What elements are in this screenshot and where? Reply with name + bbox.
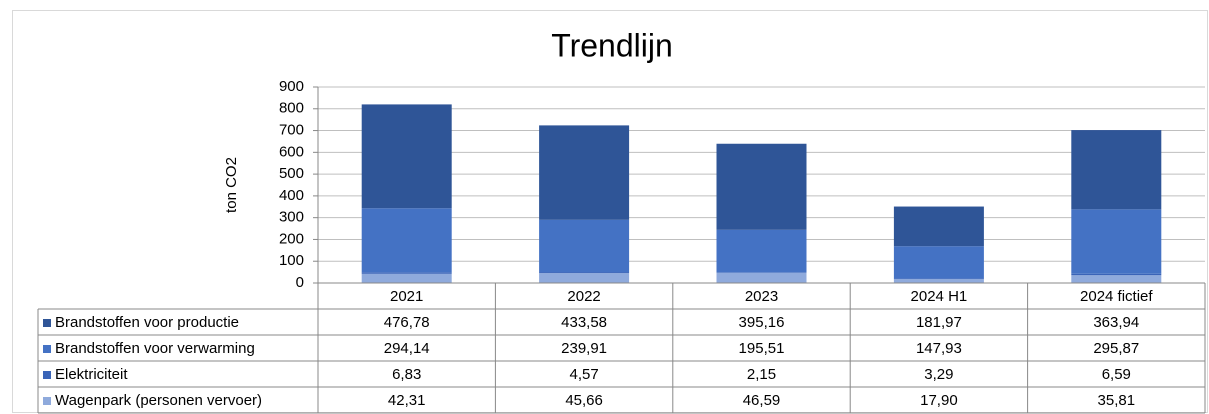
table-value: 294,14	[384, 340, 430, 357]
table-value: 147,93	[916, 340, 962, 357]
y-tick-label: 300	[279, 209, 304, 226]
y-tick-label: 900	[279, 78, 304, 95]
bar-segment	[539, 125, 630, 220]
legend-label: Brandstoffen voor productie	[55, 314, 239, 331]
legend-label: Brandstoffen voor verwarming	[55, 340, 255, 357]
bar-segment	[893, 278, 984, 280]
table-value: 295,87	[1093, 340, 1139, 357]
bar-segment	[716, 272, 807, 283]
table-value: 239,91	[561, 340, 607, 357]
y-tick-label: 0	[296, 274, 304, 291]
x-tick-label: 2022	[567, 288, 600, 305]
y-tick-label: 400	[279, 187, 304, 204]
bar-segment	[539, 272, 630, 274]
bar-segment	[361, 273, 452, 283]
x-tick-label: 2024 H1	[911, 288, 968, 305]
bar-segment	[1071, 273, 1162, 276]
table-value: 3,29	[924, 366, 953, 383]
y-tick-label: 600	[279, 143, 304, 160]
bar-segment	[539, 273, 630, 283]
legend-label: Wagenpark (personen vervoer)	[55, 392, 262, 409]
x-tick-label: 2021	[390, 288, 423, 305]
table-value: 395,16	[739, 314, 785, 331]
y-axis-label: ton CO2	[223, 157, 240, 213]
table-value: 6,83	[392, 366, 421, 383]
table-value: 46,59	[743, 392, 781, 409]
y-tick-label: 800	[279, 100, 304, 117]
table-value: 2,15	[747, 366, 776, 383]
legend-key	[43, 397, 51, 405]
bar-segment	[361, 272, 452, 274]
bar-segment	[893, 246, 984, 279]
legend-key	[43, 319, 51, 327]
chart-title: Trendlijn	[551, 27, 673, 63]
bar-segment	[1071, 209, 1162, 274]
bar-segment	[1071, 130, 1162, 210]
table-value: 45,66	[565, 392, 603, 409]
table-value: 433,58	[561, 314, 607, 331]
table-value: 17,90	[920, 392, 958, 409]
table-value: 6,59	[1102, 366, 1131, 383]
bar-segment	[893, 279, 984, 283]
table-value: 35,81	[1098, 392, 1136, 409]
table-value: 476,78	[384, 314, 430, 331]
table-value: 4,57	[569, 366, 598, 383]
bar-segment	[716, 143, 807, 230]
table-value: 181,97	[916, 314, 962, 331]
legend-key	[43, 345, 51, 353]
bar-segment	[893, 206, 984, 247]
bar-segment	[361, 208, 452, 273]
table-value: 363,94	[1093, 314, 1139, 331]
bar-segment	[361, 104, 452, 209]
y-tick-label: 200	[279, 230, 304, 247]
bar-segment	[716, 229, 807, 273]
legend-label: Elektriciteit	[55, 366, 128, 383]
y-tick-label: 500	[279, 165, 304, 182]
table-value: 42,31	[388, 392, 426, 409]
bar-segment	[539, 219, 630, 273]
table-value: 195,51	[739, 340, 785, 357]
x-tick-label: 2023	[745, 288, 778, 305]
bar-segment	[1071, 275, 1162, 283]
y-tick-label: 100	[279, 252, 304, 269]
y-tick-label: 700	[279, 122, 304, 139]
x-tick-label: 2024 fictief	[1080, 288, 1153, 305]
legend-key	[43, 371, 51, 379]
